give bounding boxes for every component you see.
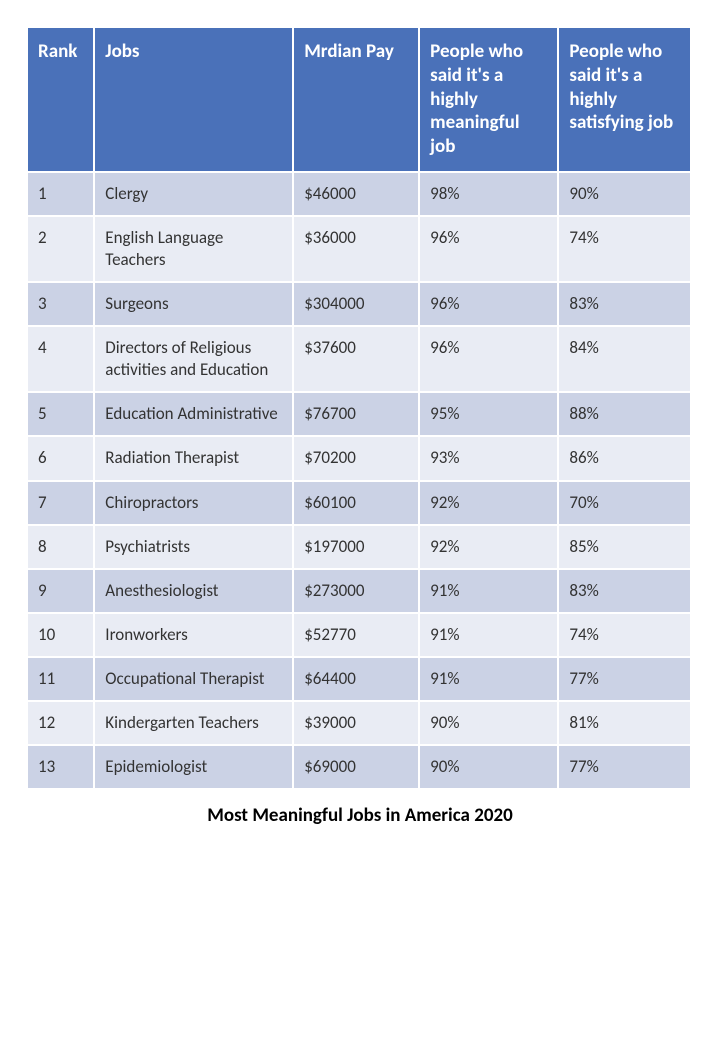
table-row: 9Anesthesiologist$27300091%83% (28, 569, 691, 613)
cell-r11-c2: $39000 (293, 701, 419, 745)
cell-r8-c3: 91% (419, 569, 558, 613)
cell-r1-c2: $36000 (293, 216, 419, 282)
cell-r5-c1: Radiation Therapist (94, 436, 293, 480)
cell-r5-c3: 93% (419, 436, 558, 480)
cell-r1-c0: 2 (28, 216, 94, 282)
cell-r7-c2: $197000 (293, 525, 419, 569)
cell-r2-c1: Surgeons (94, 282, 293, 326)
cell-r3-c2: $37600 (293, 326, 419, 392)
cell-r5-c4: 86% (558, 436, 691, 480)
cell-r9-c3: 91% (419, 613, 558, 657)
cell-r3-c0: 4 (28, 326, 94, 392)
cell-r2-c0: 3 (28, 282, 94, 326)
cell-r11-c4: 81% (558, 701, 691, 745)
header-row: RankJobsMrdian PayPeople who said it's a… (28, 28, 691, 172)
cell-r12-c3: 90% (419, 745, 558, 789)
cell-r8-c1: Anesthesiologist (94, 569, 293, 613)
cell-r8-c0: 9 (28, 569, 94, 613)
table-row: 4Directors of Religious activities and E… (28, 326, 691, 392)
cell-r0-c4: 90% (558, 172, 691, 216)
cell-r12-c4: 77% (558, 745, 691, 789)
table-row: 11Occupational Therapist$6440091%77% (28, 657, 691, 701)
cell-r1-c1: English Language Teachers (94, 216, 293, 282)
cell-r7-c4: 85% (558, 525, 691, 569)
col-header-4: People who said it's a highly satisfying… (558, 28, 691, 172)
cell-r10-c1: Occupational Therapist (94, 657, 293, 701)
cell-r0-c0: 1 (28, 172, 94, 216)
col-header-3: People who said it's a highly meaningful… (419, 28, 558, 172)
cell-r7-c0: 8 (28, 525, 94, 569)
cell-r1-c3: 96% (419, 216, 558, 282)
cell-r10-c4: 77% (558, 657, 691, 701)
cell-r9-c0: 10 (28, 613, 94, 657)
cell-r7-c1: Psychiatrists (94, 525, 293, 569)
cell-r4-c4: 88% (558, 392, 691, 436)
cell-r8-c2: $273000 (293, 569, 419, 613)
cell-r5-c2: $70200 (293, 436, 419, 480)
cell-r7-c3: 92% (419, 525, 558, 569)
cell-r2-c4: 83% (558, 282, 691, 326)
cell-r0-c1: Clergy (94, 172, 293, 216)
cell-r11-c0: 12 (28, 701, 94, 745)
cell-r12-c2: $69000 (293, 745, 419, 789)
table-caption: Most Meaningful Jobs in America 2020 (28, 790, 692, 845)
table-body: 1Clergy$4600098%90%2English Language Tea… (28, 172, 691, 789)
table-row: 5Education Administrative$7670095%88% (28, 392, 691, 436)
table-head: RankJobsMrdian PayPeople who said it's a… (28, 28, 691, 172)
cell-r4-c3: 95% (419, 392, 558, 436)
cell-r9-c2: $52770 (293, 613, 419, 657)
table-row: 6Radiation Therapist$7020093%86% (28, 436, 691, 480)
cell-r6-c3: 92% (419, 481, 558, 525)
cell-r10-c2: $64400 (293, 657, 419, 701)
cell-r3-c1: Directors of Religious activities and Ed… (94, 326, 293, 392)
cell-r9-c4: 74% (558, 613, 691, 657)
cell-r2-c3: 96% (419, 282, 558, 326)
cell-r10-c3: 91% (419, 657, 558, 701)
cell-r12-c1: Epidemiologist (94, 745, 293, 789)
cell-r2-c2: $304000 (293, 282, 419, 326)
col-header-0: Rank (28, 28, 94, 172)
table-row: 7Chiropractors$6010092%70% (28, 481, 691, 525)
cell-r11-c1: Kindergarten Teachers (94, 701, 293, 745)
cell-r6-c0: 7 (28, 481, 94, 525)
cell-r1-c4: 74% (558, 216, 691, 282)
cell-r3-c3: 96% (419, 326, 558, 392)
cell-r9-c1: Ironworkers (94, 613, 293, 657)
cell-r6-c2: $60100 (293, 481, 419, 525)
cell-r6-c4: 70% (558, 481, 691, 525)
cell-r0-c3: 98% (419, 172, 558, 216)
jobs-table: RankJobsMrdian PayPeople who said it's a… (28, 28, 692, 790)
table-row: 13Epidemiologist$6900090%77% (28, 745, 691, 789)
cell-r5-c0: 6 (28, 436, 94, 480)
cell-r10-c0: 11 (28, 657, 94, 701)
col-header-1: Jobs (94, 28, 293, 172)
table-row: 2English Language Teachers$3600096%74% (28, 216, 691, 282)
table-row: 1Clergy$4600098%90% (28, 172, 691, 216)
table-row: 12Kindergarten Teachers$3900090%81% (28, 701, 691, 745)
cell-r0-c2: $46000 (293, 172, 419, 216)
table-row: 8Psychiatrists$19700092%85% (28, 525, 691, 569)
table-row: 3Surgeons$30400096%83% (28, 282, 691, 326)
table-row: 10Ironworkers$5277091%74% (28, 613, 691, 657)
cell-r4-c2: $76700 (293, 392, 419, 436)
cell-r11-c3: 90% (419, 701, 558, 745)
col-header-2: Mrdian Pay (293, 28, 419, 172)
cell-r4-c0: 5 (28, 392, 94, 436)
cell-r3-c4: 84% (558, 326, 691, 392)
cell-r6-c1: Chiropractors (94, 481, 293, 525)
cell-r4-c1: Education Administrative (94, 392, 293, 436)
cell-r12-c0: 13 (28, 745, 94, 789)
cell-r8-c4: 83% (558, 569, 691, 613)
